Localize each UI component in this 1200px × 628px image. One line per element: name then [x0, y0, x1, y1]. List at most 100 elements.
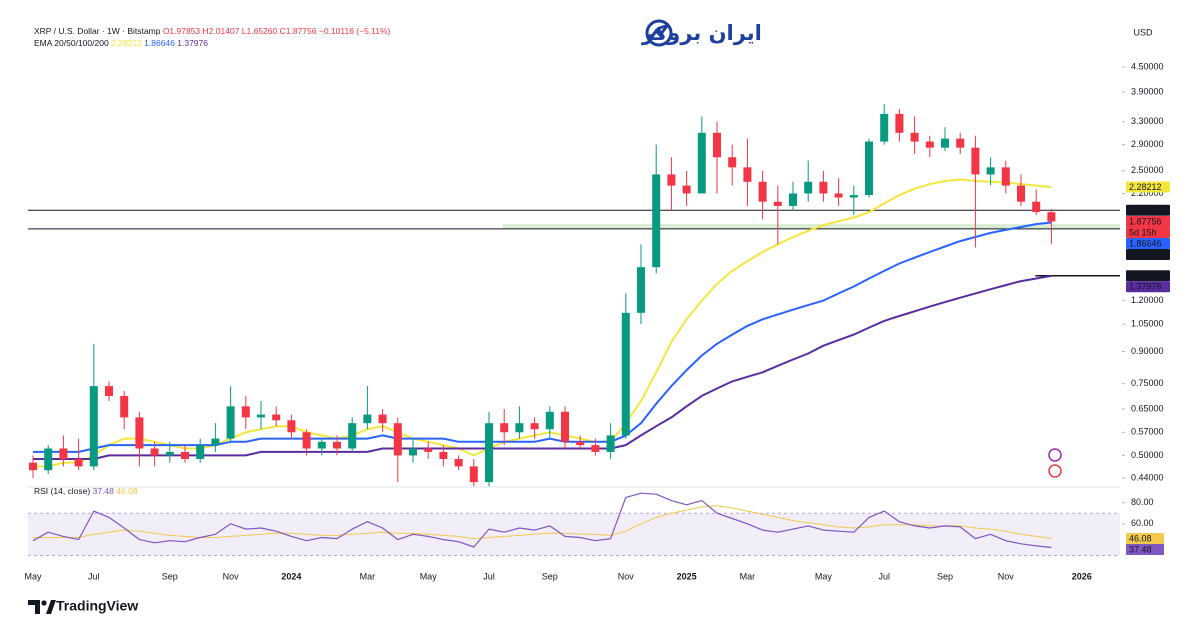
candle-body	[1047, 212, 1056, 222]
candle-body	[317, 441, 326, 449]
candle-body	[865, 141, 873, 196]
candle-body	[135, 417, 144, 449]
price-label-box	[1126, 204, 1170, 216]
rsi-line: RSI (14, close) 37.48 46.08	[34, 486, 138, 496]
y-tick-label: 0.75000	[1131, 378, 1164, 388]
x-tick-label: Jul	[483, 571, 495, 581]
candle-body	[667, 174, 676, 186]
candle-body	[302, 432, 311, 449]
candle-body	[454, 459, 463, 467]
x-tick-label: 2024	[281, 571, 301, 581]
x-tick-label: Nov	[223, 571, 240, 581]
candle-body	[728, 157, 737, 168]
indicator-line: EMA 20/50/100/200 2.28212 1.86646 1.3797…	[34, 38, 208, 48]
candle-body	[621, 312, 630, 436]
brand-icon-dot	[41, 600, 47, 606]
price-label: 1.37976	[1129, 282, 1162, 292]
x-tick-label: Mar	[360, 571, 376, 581]
candle-body	[485, 423, 493, 483]
rsi-label: RSI (14, close)	[34, 486, 90, 496]
indicator-value: 1.37976	[177, 38, 208, 48]
candle-body	[1017, 185, 1025, 202]
candle-body	[804, 181, 813, 194]
brand-icon	[28, 600, 40, 614]
ema-line	[33, 221, 1052, 453]
price-label-box	[1126, 215, 1170, 227]
candle-body	[895, 113, 904, 133]
x-tick-label: Nov	[998, 571, 1015, 581]
candle-body	[165, 451, 174, 456]
rsi-value: 46.08	[116, 486, 138, 496]
logo: ایران بروکر	[641, 19, 762, 47]
x-tick-label: 2025	[677, 571, 697, 581]
candle-body	[393, 423, 402, 456]
candle-body	[576, 441, 585, 446]
y-tick-label: 2.20000	[1131, 188, 1164, 198]
logo-icon	[645, 19, 673, 47]
x-tick-label: May	[420, 571, 438, 581]
y-tick-label: 0.57000	[1131, 427, 1164, 437]
candle-body	[1032, 201, 1041, 213]
candle-body	[986, 167, 995, 175]
y-tick-label: 2.90000	[1131, 139, 1164, 149]
price-label-box	[1126, 248, 1170, 260]
candle-body	[910, 132, 919, 142]
candle-body	[378, 414, 387, 424]
candle-body	[925, 141, 934, 148]
price-label: 1.87756	[1129, 216, 1162, 226]
candle-body	[89, 386, 98, 467]
candle-body	[956, 138, 965, 148]
rsi-line	[32, 492, 1052, 549]
rsi-tick-label: 80.00	[1131, 497, 1154, 507]
icon[interactable]	[1048, 464, 1062, 478]
candle-body	[150, 448, 159, 456]
x-tick-label: Jul	[88, 571, 100, 581]
candle-body	[819, 181, 828, 194]
icon[interactable]	[1048, 448, 1062, 462]
candle-body	[500, 423, 509, 433]
candle-body	[74, 459, 83, 467]
x-tick-label: Sep	[937, 571, 953, 581]
candle-body	[211, 438, 220, 446]
candle-body	[606, 435, 615, 452]
candle-body	[272, 414, 281, 421]
ohlc-value: C1.87756	[280, 26, 317, 36]
y-tick-label: 0.44000	[1131, 472, 1164, 482]
candle-body	[287, 420, 296, 433]
candle-body	[120, 395, 129, 418]
brand-text: TradingView	[56, 598, 138, 614]
y-tick-label: 1.05000	[1131, 319, 1164, 329]
candle-body	[834, 193, 843, 198]
rsi-tick-label: 60.00	[1131, 518, 1154, 528]
candle-body	[333, 441, 341, 449]
price-label-box	[1126, 181, 1170, 193]
candle-body	[637, 267, 645, 313]
x-tick-label: Jul	[878, 571, 890, 581]
y-tick-label: 0.65000	[1131, 403, 1164, 413]
y-tick-label: 0.90000	[1131, 346, 1164, 356]
ohlc-value: O1.97853	[163, 26, 201, 36]
candle-body	[469, 466, 478, 483]
price-label-box	[1126, 281, 1170, 293]
price-label-box	[1126, 270, 1170, 282]
header-line: XRP / U.S. Dollar · 1W · Bitstamp O1.978…	[34, 26, 391, 36]
price-label: 2.28212	[1129, 182, 1162, 192]
candle-body	[789, 193, 797, 206]
candle-body	[409, 448, 417, 456]
candle-body	[941, 138, 949, 148]
candle-body	[226, 406, 235, 439]
brand: TradingView	[28, 598, 138, 614]
rsi-label: 46.08	[1129, 533, 1152, 543]
candle-body	[439, 451, 448, 460]
candle-body	[697, 132, 706, 194]
candle-body	[682, 185, 691, 194]
x-tick-label: May	[815, 571, 833, 581]
price-label: 5d 15h	[1129, 227, 1157, 237]
candle-body	[257, 414, 265, 418]
x-tick-label: Sep	[542, 571, 558, 581]
y-tick-label: 3.90000	[1131, 87, 1164, 97]
candle-body	[545, 411, 554, 430]
